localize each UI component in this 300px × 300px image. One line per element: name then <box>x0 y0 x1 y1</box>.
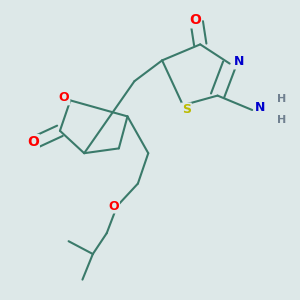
Text: N: N <box>234 56 244 68</box>
Text: O: O <box>108 200 119 212</box>
Text: S: S <box>182 103 191 116</box>
Text: N: N <box>255 101 265 114</box>
Text: O: O <box>189 14 201 27</box>
Text: H: H <box>277 115 286 124</box>
Text: O: O <box>27 135 39 149</box>
Text: H: H <box>277 94 286 104</box>
Text: O: O <box>59 91 69 104</box>
